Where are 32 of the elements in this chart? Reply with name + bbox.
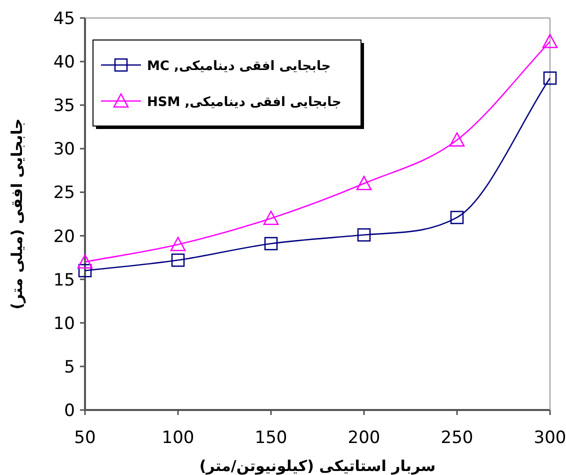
y-tick-label: 35 (53, 96, 75, 116)
y-tick-label: 30 (53, 140, 75, 160)
point (264, 236, 278, 250)
legend-label: جابجایی افقی دینامیکی, HSM (147, 95, 342, 110)
legend-label: جابجایی افقی دینامیکی, MC (147, 59, 331, 74)
point (171, 254, 185, 267)
y-tick-label: 20 (53, 226, 75, 247)
point (450, 210, 464, 224)
point (170, 236, 186, 252)
point (543, 71, 557, 85)
x-axis-title: سربار استاتیکی (کیلونیوتن/متر) (199, 457, 436, 475)
y-tick-label: 40 (53, 52, 75, 73)
y-tick-label: 5 (64, 357, 75, 378)
x-tick-label: 50 (74, 428, 96, 448)
x-tick-label: 300 (534, 428, 566, 448)
y-tick-label: 10 (53, 314, 75, 334)
point (78, 264, 92, 278)
point (77, 254, 93, 269)
y-axis-title: جابجایی افقی (میلی متر) (8, 118, 26, 310)
y-tick-label: 0 (64, 401, 75, 421)
point (449, 132, 465, 147)
x-tick-label: 150 (254, 428, 288, 448)
point (357, 228, 371, 242)
point (542, 34, 558, 48)
point (356, 176, 372, 190)
x-tick-label: 250 (440, 428, 474, 448)
point (263, 210, 279, 226)
y-tick-label: 25 (53, 183, 75, 204)
y-tick-label: 45 (53, 9, 75, 29)
x-tick-label: 200 (348, 428, 380, 448)
x-tick-label: 100 (162, 428, 194, 448)
y-tick-label: 15 (53, 270, 75, 290)
